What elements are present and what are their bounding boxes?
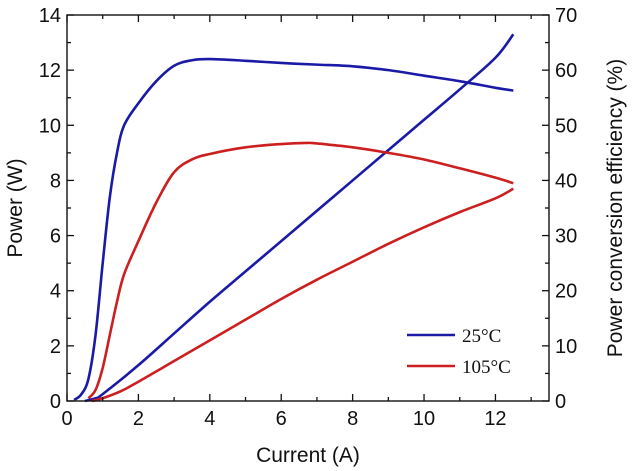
x-axis-label: Current (A)	[256, 444, 360, 467]
y-tick-label: 0	[50, 391, 61, 413]
y2-tick-label: 0	[555, 391, 566, 413]
x-tick-label: 10	[413, 408, 435, 430]
legend-label-105c: 105°C	[462, 357, 511, 378]
y2-tick-label: 30	[555, 226, 577, 248]
y-tick-label: 4	[50, 281, 61, 303]
y2-tick-label: 20	[555, 281, 577, 303]
y2-tick-label: 70	[555, 5, 577, 27]
y-tick-label: 6	[50, 226, 61, 248]
y2-tick-label: 50	[555, 115, 577, 137]
y-tick-label: 14	[39, 5, 61, 27]
y-axis-label: Power (W)	[4, 158, 27, 257]
y-tick-label: 12	[39, 60, 61, 82]
y2-axis-label: Power conversion efficiency (%)	[604, 59, 627, 357]
x-tick-label: 6	[276, 408, 287, 430]
x-tick-label: 8	[347, 408, 358, 430]
series-line-105c-efficiency	[88, 143, 513, 398]
y-tick-label: 2	[50, 336, 61, 358]
x-tick-label: 2	[133, 408, 144, 430]
x-tick-label: 0	[61, 408, 72, 430]
y2-tick-label: 60	[555, 60, 577, 82]
legend-label-25c: 25°C	[462, 326, 501, 347]
legend: 25°C 105°C	[407, 326, 511, 378]
y2-tick-label: 10	[555, 336, 577, 358]
plot-lines	[74, 34, 513, 401]
y2-tick-label: 40	[555, 170, 577, 192]
x-tick-label: 4	[204, 408, 215, 430]
y-tick-label: 10	[39, 115, 61, 137]
series-line-105c-power	[92, 189, 513, 401]
y-tick-label: 8	[50, 170, 61, 192]
x-tick-label: 12	[484, 408, 506, 430]
